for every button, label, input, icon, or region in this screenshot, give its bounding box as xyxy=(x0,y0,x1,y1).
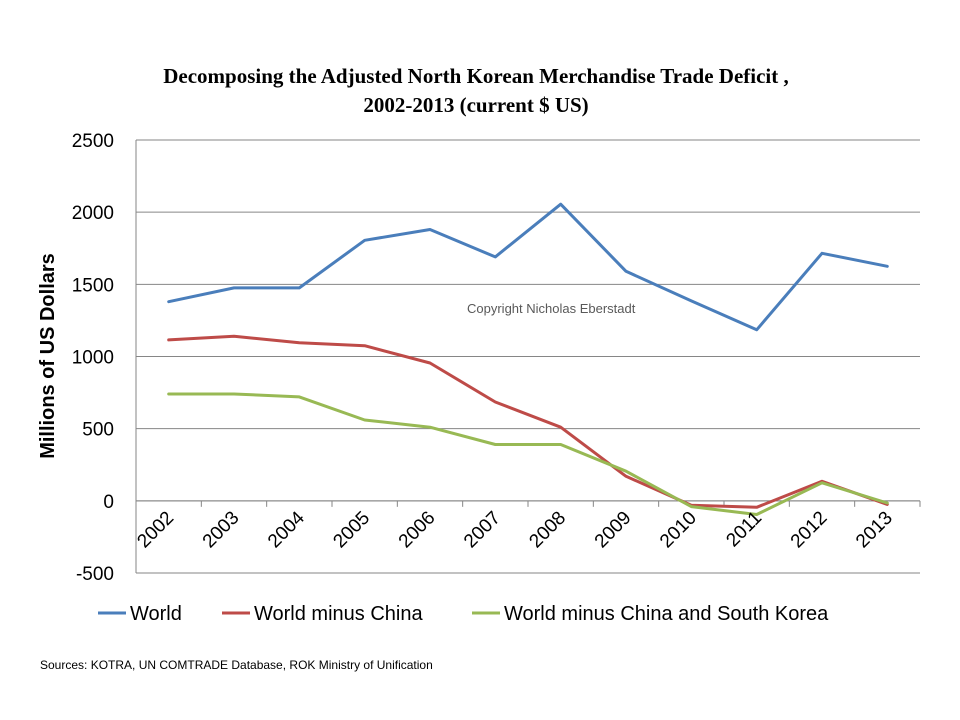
legend-label: World minus China xyxy=(254,603,423,625)
copyright-annotation: Copyright Nicholas Eberstadt xyxy=(467,301,636,316)
chart-title-line-1: Decomposing the Adjusted North Korean Me… xyxy=(163,64,789,88)
y-tick-label: 2000 xyxy=(72,203,114,224)
y-tick-label: 500 xyxy=(82,420,114,441)
tick-labels: -500 0 500 1000 1500 2000 2500 2002 2003 2004 2005… xyxy=(72,131,897,585)
chart-title: Decomposing the Adjusted North Korean Me… xyxy=(0,62,952,120)
x-tick-label: 2003 xyxy=(199,508,244,553)
x-tick-label: 2002 xyxy=(133,508,178,553)
legend-label: World xyxy=(130,603,182,625)
sources-note: Sources: KOTRA, UN COMTRADE Database, RO… xyxy=(40,658,433,672)
x-tick-label: 2009 xyxy=(591,508,636,553)
series-line-world xyxy=(167,202,889,332)
chart-title-line-2: 2002-2013 (current $ US) xyxy=(363,93,589,117)
x-tick-label: 2007 xyxy=(460,508,505,553)
y-tick-label: 2500 xyxy=(72,131,114,152)
legend: World World minus China World minus China … xyxy=(98,603,829,625)
x-tick-label: 2004 xyxy=(264,507,309,552)
gridlines xyxy=(136,139,920,574)
y-tick-label: 1500 xyxy=(72,275,114,296)
y-axis-label: Millions of US Dollars xyxy=(37,253,59,459)
series-lines xyxy=(167,202,889,516)
x-tick-label: 2013 xyxy=(852,508,897,553)
y-tick-label: -500 xyxy=(76,564,114,585)
x-tick-label: 2008 xyxy=(525,508,570,553)
x-tick-label: 2010 xyxy=(656,508,701,553)
x-tick-label: 2006 xyxy=(395,508,440,553)
series-line-world-minus-china-and-south-korea xyxy=(167,392,889,516)
y-tick-label: 1000 xyxy=(72,348,114,369)
x-tick-label: 2012 xyxy=(787,508,832,553)
series-line-world-minus-china xyxy=(167,334,889,509)
y-tick-label: 0 xyxy=(103,492,114,513)
legend-label: World minus China and South Korea xyxy=(504,603,829,625)
axes xyxy=(135,140,921,573)
x-tick-label: 2005 xyxy=(329,508,374,553)
